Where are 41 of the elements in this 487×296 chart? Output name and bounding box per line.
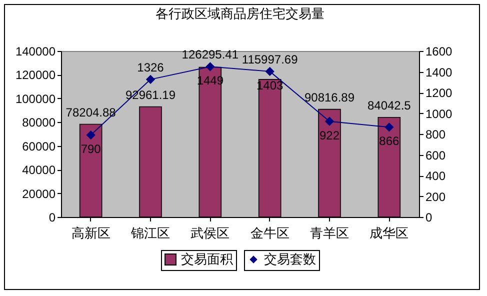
y-tick-label: 100000 — [15, 92, 56, 106]
y2-tick-label: 800 — [426, 128, 446, 142]
y-tick-label: 40000 — [22, 163, 56, 178]
x-tick-label: 高新区 — [71, 226, 110, 240]
data-label: 84042.5 — [367, 98, 412, 112]
y2-tick-label: 1200 — [426, 86, 453, 100]
y-tick-label: 20000 — [22, 186, 56, 201]
point — [206, 62, 214, 71]
x-tick-label: 金牛区 — [250, 226, 290, 240]
y-tick-label: 140000 — [15, 44, 56, 58]
legend-label: 交易面积 — [181, 252, 233, 266]
y2-tick-label: 0 — [426, 210, 432, 224]
y2-tick-label: 1000 — [426, 106, 453, 121]
y-tick-label: 0 — [48, 210, 56, 224]
data-label: 115997.69 — [242, 52, 298, 66]
data-label: 922 — [319, 128, 340, 142]
data-label: 78204.88 — [66, 105, 116, 120]
y2-tick-label: 200 — [426, 190, 446, 204]
y2-tick-label: 1400 — [426, 65, 453, 80]
y-tick-label: 60000 — [22, 139, 56, 154]
point — [86, 130, 95, 140]
y-tick-label: 80000 — [22, 116, 56, 130]
y2-tick-label: 1600 — [426, 44, 453, 58]
x-tick-label: 成华区 — [370, 226, 409, 240]
data-label: 90816.89 — [304, 90, 355, 104]
point — [146, 75, 155, 84]
x-tick-label: 青羊区 — [310, 226, 349, 240]
data-label: 866 — [379, 134, 400, 148]
y2-tick-label: 400 — [426, 169, 446, 183]
data-label: 790 — [80, 142, 102, 156]
data-label: 1326 — [137, 60, 164, 74]
x-tick-label: 武侯区 — [190, 226, 230, 240]
y-tick-label: 120000 — [15, 68, 56, 82]
point — [266, 67, 274, 76]
point — [385, 122, 394, 132]
x-tick-label: 锦江区 — [130, 226, 170, 240]
legend-label: 交易套数 — [264, 252, 316, 266]
y2-tick-label: 600 — [426, 148, 446, 162]
data-label: 126295.41 — [182, 48, 239, 62]
chart-title: 各行政区域商品房住宅交易量 — [156, 6, 324, 21]
point — [325, 117, 334, 126]
